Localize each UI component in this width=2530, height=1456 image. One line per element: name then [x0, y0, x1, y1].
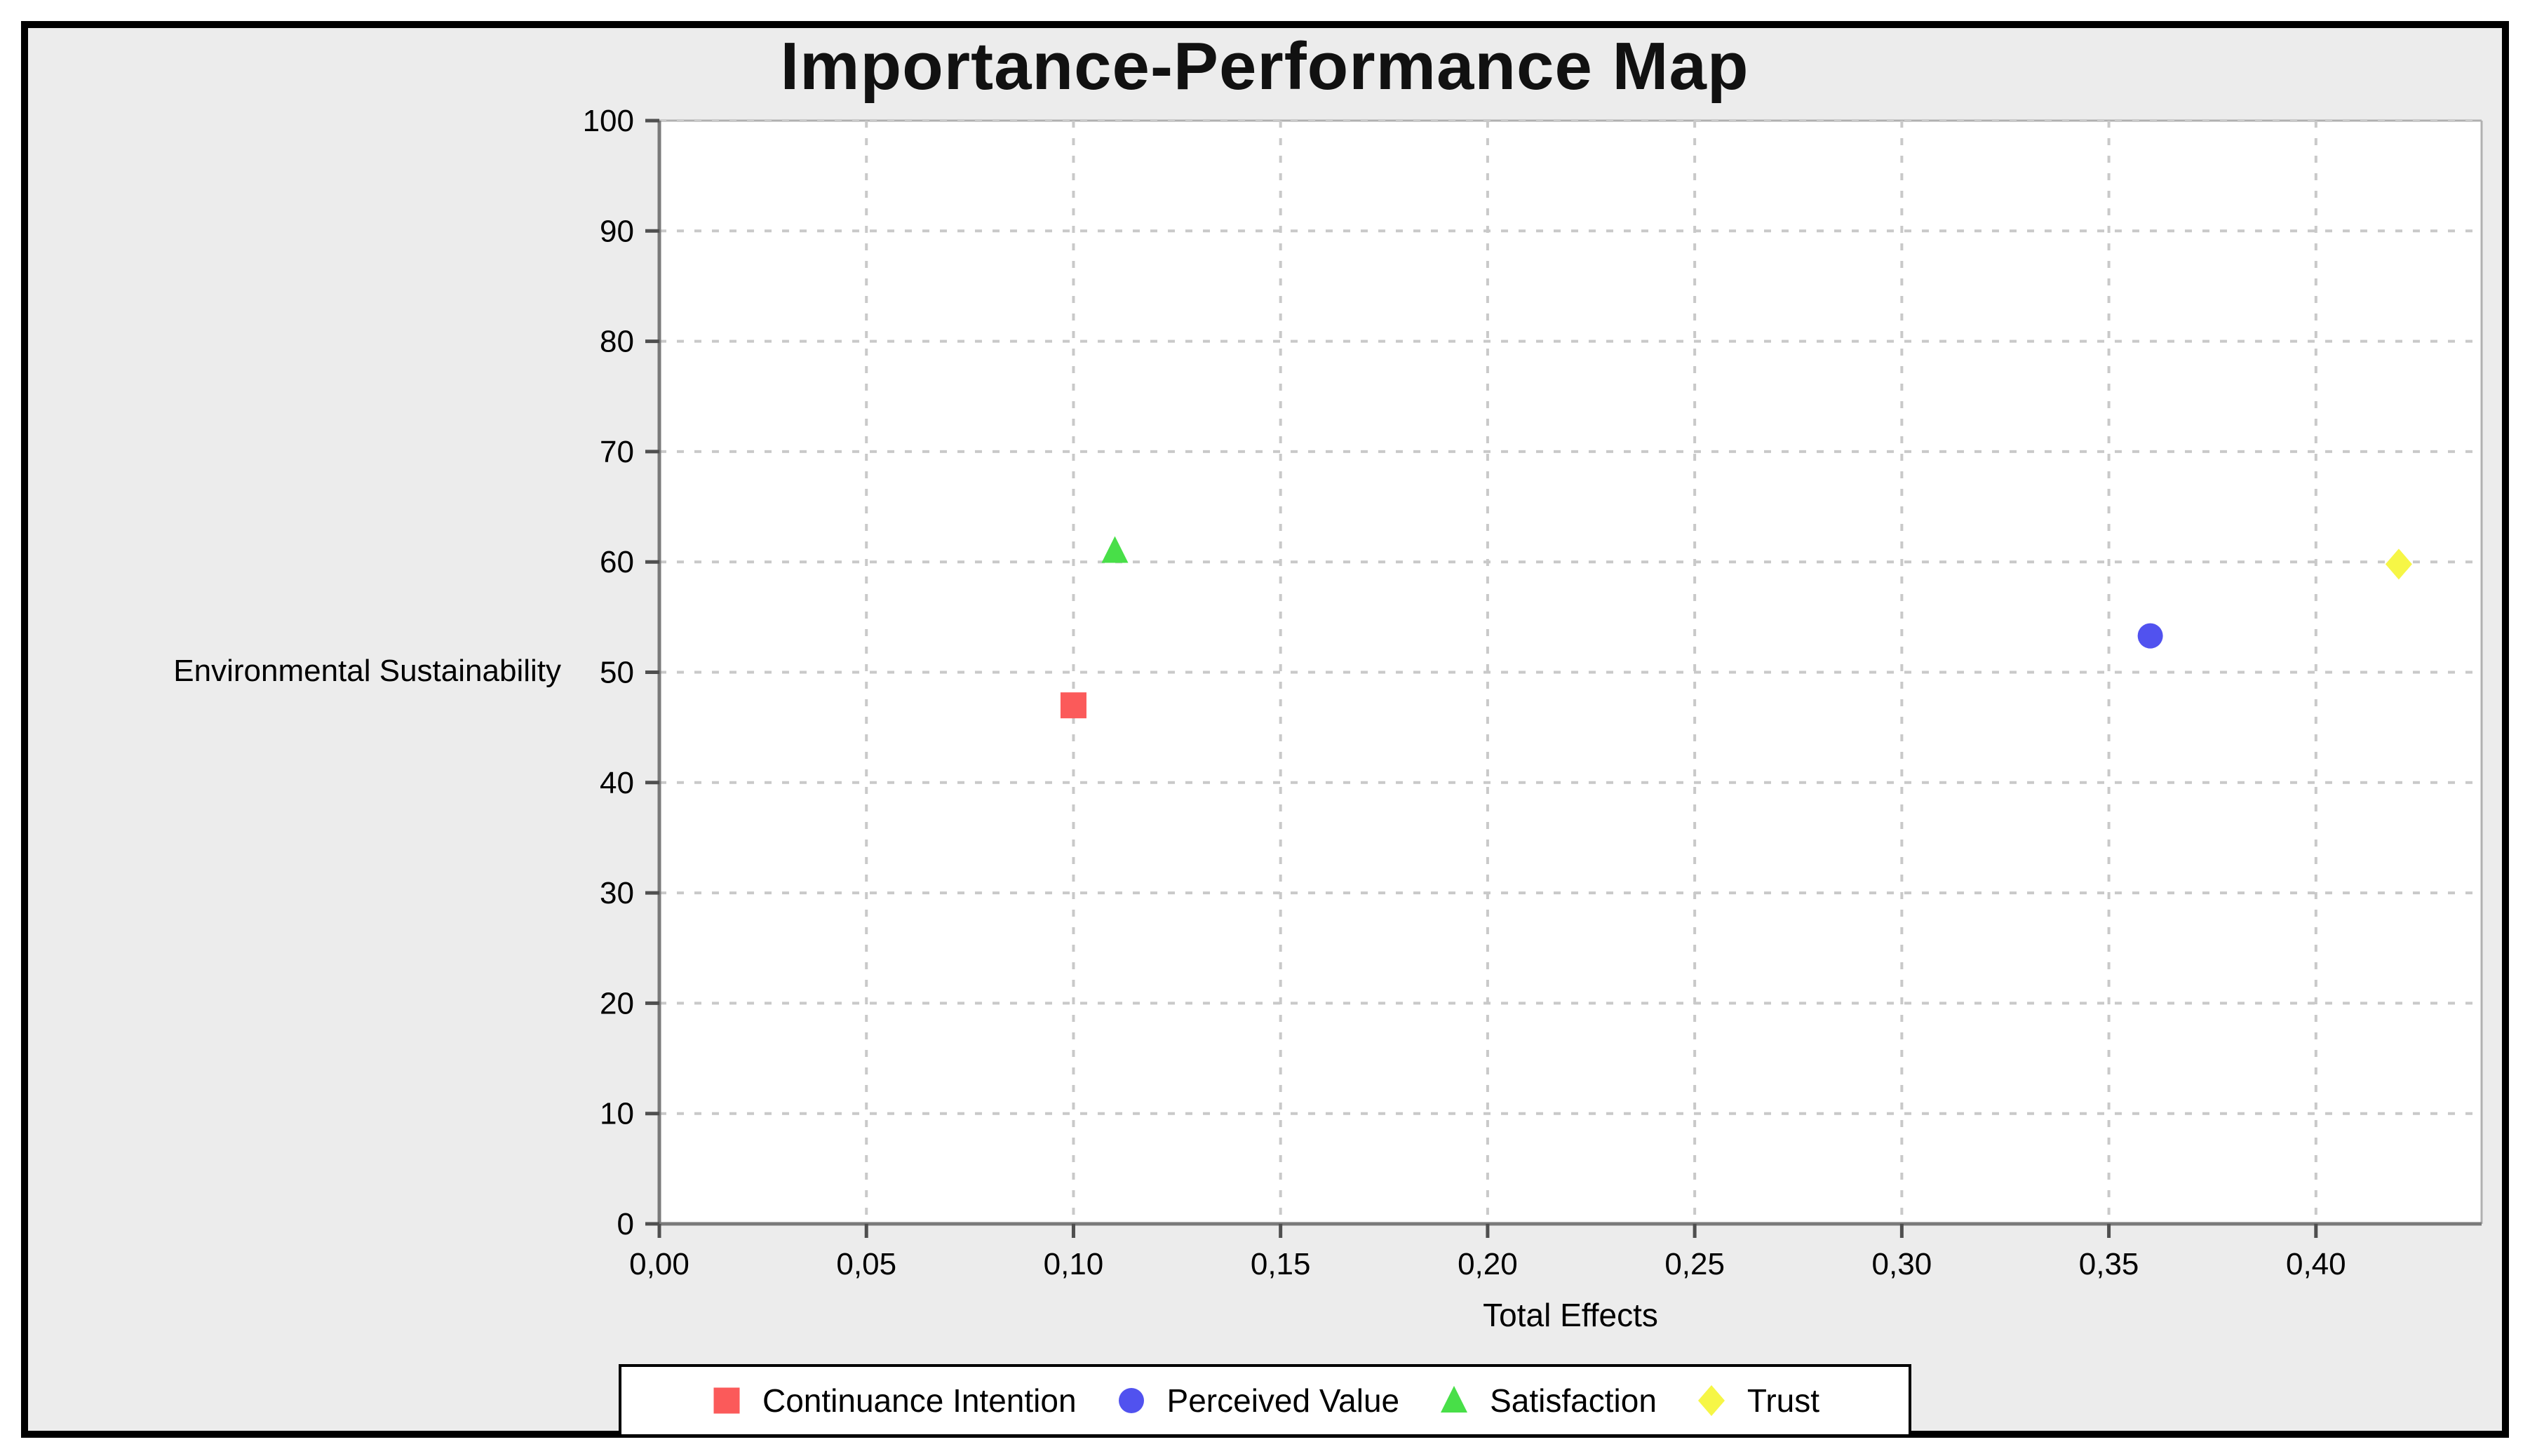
x-tick-label: 0,00	[629, 1247, 689, 1281]
y-tick-label: 0	[617, 1207, 634, 1241]
y-tick-label: 90	[600, 214, 634, 248]
legend-item-trust: Trust	[1695, 1382, 1819, 1420]
y-axis-label: Environmental Sustainability	[173, 654, 561, 688]
y-tick-label: 40	[600, 766, 634, 800]
x-axis-label: Total Effects	[1483, 1297, 1658, 1333]
legend-item-perceived-value: Perceived Value	[1115, 1382, 1400, 1420]
y-tick-label: 80	[600, 325, 634, 359]
x-tick-label: 0,20	[1458, 1247, 1518, 1281]
legend-label: Perceived Value	[1166, 1382, 1400, 1419]
perceived-value-marker-shape	[1118, 1388, 1144, 1413]
y-tick-label: 50	[600, 656, 634, 690]
y-tick-label: 70	[600, 435, 634, 469]
data-point-satisfaction	[1101, 536, 1129, 563]
continuance-intention-marker-shape	[713, 1387, 740, 1414]
legend-label: Satisfaction	[1490, 1382, 1657, 1419]
satisfaction-marker-icon	[1441, 1386, 1468, 1413]
x-tick-label: 0,40	[2286, 1247, 2346, 1281]
trust-marker-icon	[1697, 1385, 1725, 1416]
perceived-value-marker-icon	[1118, 1388, 1144, 1413]
x-tick-label: 0,15	[1251, 1247, 1311, 1281]
gridlines	[659, 119, 2482, 1224]
y-tick-label: 30	[600, 876, 634, 910]
satisfaction-marker-shape	[1441, 1386, 1468, 1413]
legend-label: Continuance Intention	[762, 1382, 1077, 1419]
y-tick-label: 20	[600, 986, 634, 1020]
legend-label: Trust	[1747, 1382, 1819, 1419]
x-tick-label: 0,25	[1664, 1247, 1725, 1281]
axis-ticks	[645, 119, 2318, 1238]
chart-title: Importance-Performance Map	[780, 29, 1749, 104]
y-tick-label: 100	[583, 104, 634, 138]
x-tick-label: 0,30	[1872, 1247, 1932, 1281]
legend-item-continuance-intention: Continuance Intention	[711, 1382, 1077, 1420]
y-tick-label: 60	[600, 545, 634, 579]
y-tick-label: 10	[600, 1097, 634, 1131]
data-point-continuance-intention	[1060, 692, 1086, 719]
x-tick-label: 0,35	[2079, 1247, 2139, 1281]
data-points	[1060, 536, 2412, 719]
continuance-intention-marker-icon	[713, 1387, 740, 1414]
x-tick-label: 0,10	[1044, 1247, 1104, 1281]
data-point-perceived-value	[2137, 623, 2163, 649]
legend: Continuance Intention Perceived Value Sati…	[619, 1364, 1911, 1437]
data-point-trust	[2385, 548, 2412, 580]
tick-labels: 0,00 0,05 0,10 0,15 0,20 0,25 0,30 0,35 0,40 0 10 2…	[583, 104, 2346, 1281]
legend-item-satisfaction: Satisfaction	[1438, 1382, 1657, 1420]
x-tick-label: 0,05	[836, 1247, 896, 1281]
trust-marker-shape	[1697, 1385, 1725, 1416]
